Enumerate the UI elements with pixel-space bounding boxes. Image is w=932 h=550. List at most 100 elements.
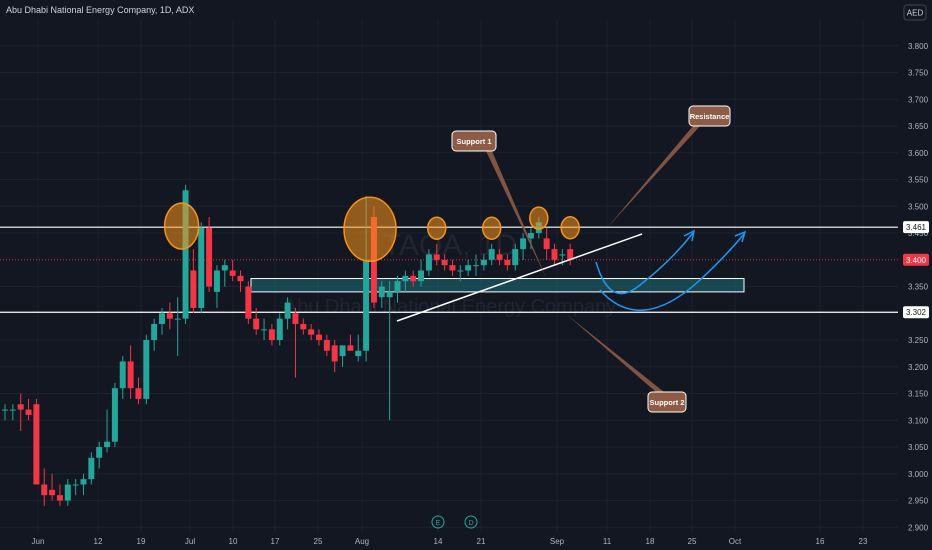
- event-badge-label: E: [436, 520, 441, 527]
- price-badge: [903, 306, 929, 319]
- price-badge: [903, 253, 929, 266]
- horizontal-lines: [0, 226, 898, 313]
- x-tick-label: Jun: [32, 537, 45, 546]
- candle-body: [543, 238, 550, 250]
- grid: [0, 20, 898, 532]
- x-tick-label: Sep: [550, 537, 565, 546]
- price-badge-label: 3.461: [906, 223, 927, 232]
- candle-body: [56, 495, 63, 501]
- y-tick-label: 3.800: [908, 42, 929, 51]
- price-badge-label: 3.302: [906, 308, 927, 317]
- candle-body: [567, 249, 574, 260]
- event-badge: [464, 515, 478, 529]
- y-tick-label: 3.100: [908, 416, 929, 425]
- y-tick-label: 2.950: [908, 497, 929, 506]
- trend-line: [396, 233, 643, 322]
- price-badge: [903, 221, 929, 234]
- callout-label: Resistance: [690, 112, 730, 121]
- candle-body: [284, 302, 291, 319]
- currency-button[interactable]: AED: [903, 4, 927, 21]
- y-tick-label: 3.750: [908, 69, 929, 78]
- projection-arrowhead-2: [734, 230, 747, 243]
- y-tick-label: 3.350: [908, 283, 929, 292]
- candle-body: [198, 227, 205, 308]
- x-tick-label: Jul: [185, 537, 195, 546]
- x-tick-label: 10: [229, 537, 238, 546]
- candle-body: [512, 249, 519, 266]
- candle-body: [268, 329, 275, 341]
- highlight-circles: [163, 196, 580, 263]
- callout-box: [647, 391, 687, 413]
- x-tick-label: 23: [859, 537, 868, 546]
- candle-body: [229, 270, 236, 276]
- highlight-circle: [481, 216, 502, 240]
- y-tick-label: 3.450: [908, 229, 929, 238]
- candle-body: [64, 484, 71, 501]
- candle-body: [127, 361, 134, 389]
- callout-pointer: [607, 126, 700, 228]
- candle-body: [151, 324, 158, 341]
- candle-body: [49, 489, 56, 496]
- x-tick-label: 17: [271, 537, 280, 546]
- callout-box: [688, 105, 731, 127]
- candle-body: [206, 227, 213, 287]
- candle-body: [323, 340, 330, 351]
- y-tick-label: 3.700: [908, 95, 929, 104]
- candle-body: [363, 259, 370, 351]
- candle-body: [496, 254, 503, 260]
- x-tick-label: 25: [314, 537, 323, 546]
- candle-body: [425, 254, 432, 271]
- highlight-circle: [343, 196, 397, 263]
- candle-body: [347, 345, 354, 351]
- callout-label: Support 2: [650, 398, 685, 407]
- candle-body: [418, 270, 425, 282]
- highlight-circle: [427, 216, 447, 240]
- candle-body: [119, 361, 126, 389]
- candle-body: [9, 409, 16, 411]
- candle-body: [253, 318, 260, 330]
- candle-body: [190, 270, 197, 308]
- x-tick-label: 18: [646, 537, 655, 546]
- candle-body: [449, 265, 456, 271]
- currency-label: AED: [907, 9, 924, 18]
- highlight-circle: [560, 215, 580, 240]
- candles: [2, 184, 574, 506]
- y-tick-label: 3.550: [908, 176, 929, 185]
- candle-body: [96, 447, 103, 458]
- candle-body: [441, 259, 448, 266]
- candle-body: [221, 265, 228, 271]
- projection-arrowhead-1: [683, 229, 696, 242]
- callout-pointer: [566, 314, 664, 392]
- drawings: [396, 229, 747, 322]
- candle-body: [276, 318, 283, 341]
- candle-body: [88, 457, 95, 480]
- callouts: Support 1 Resistance Support 2: [451, 105, 731, 413]
- y-tick-label: 3.000: [908, 470, 929, 479]
- x-tick-label: 21: [477, 537, 486, 546]
- y-tick-label: 3.250: [908, 336, 929, 345]
- candle-body: [135, 388, 142, 399]
- candle-body: [355, 350, 362, 357]
- candle-body: [41, 484, 48, 496]
- y-tick-label: 3.500: [908, 202, 929, 211]
- x-tick-label: 14: [434, 537, 443, 546]
- highlight-circle: [163, 202, 200, 250]
- projection-arrow-1: [595, 232, 694, 295]
- time-axis[interactable]: Jun 12 19 Jul 10 17 25 Aug 14 21 Sep 11 18 25 Oct 16 23: [32, 537, 868, 546]
- candle-body: [331, 345, 338, 362]
- price-badge-label: 3.400: [906, 256, 927, 265]
- y-tick-label: 3.150: [908, 390, 929, 399]
- candle-body: [261, 329, 268, 331]
- candle-body: [410, 275, 417, 282]
- y-tick-label: 2.900: [908, 523, 929, 532]
- candle-body: [159, 313, 165, 324]
- y-tick-label: 3.200: [908, 363, 929, 372]
- x-tick-label: 16: [816, 537, 825, 546]
- candle-body: [2, 409, 8, 411]
- highlight-circle: [529, 206, 549, 230]
- price-axis[interactable]: 3.800 3.750 3.700 3.650 3.600 3.550 3.500 3.450…: [903, 42, 929, 533]
